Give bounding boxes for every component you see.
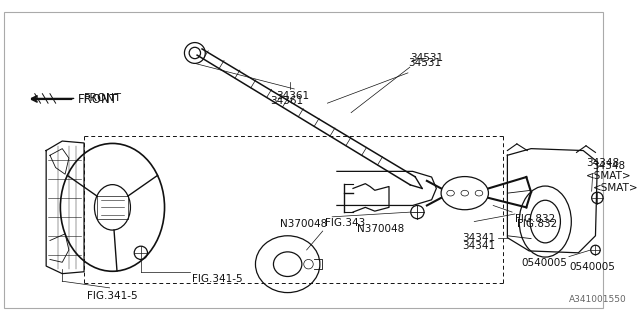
Text: 34361: 34361 [276, 91, 309, 101]
Text: 34531: 34531 [410, 53, 443, 63]
Text: <SMAT>: <SMAT> [593, 172, 638, 193]
Text: N370048: N370048 [280, 219, 328, 229]
Text: N370048: N370048 [357, 224, 404, 235]
Text: FIG.341-5: FIG.341-5 [192, 274, 243, 284]
Text: 34348: 34348 [593, 161, 626, 172]
Text: 0540005: 0540005 [569, 262, 615, 272]
Text: 34531: 34531 [408, 58, 441, 68]
Text: 0540005: 0540005 [521, 259, 567, 268]
Text: <SMAT>: <SMAT> [586, 172, 632, 181]
Text: FIG.341-5: FIG.341-5 [87, 291, 138, 301]
Text: FIG.343: FIG.343 [324, 218, 365, 228]
Text: 34348: 34348 [586, 157, 619, 168]
Text: FRONT: FRONT [78, 93, 118, 106]
Text: FIG.832: FIG.832 [517, 219, 557, 229]
Text: 34341: 34341 [462, 233, 495, 243]
Text: A341001550: A341001550 [569, 295, 627, 304]
Text: 34341: 34341 [462, 242, 495, 252]
Text: 34361: 34361 [270, 96, 303, 106]
Text: FIG.832: FIG.832 [515, 214, 556, 224]
Text: FRONT: FRONT [84, 93, 122, 103]
